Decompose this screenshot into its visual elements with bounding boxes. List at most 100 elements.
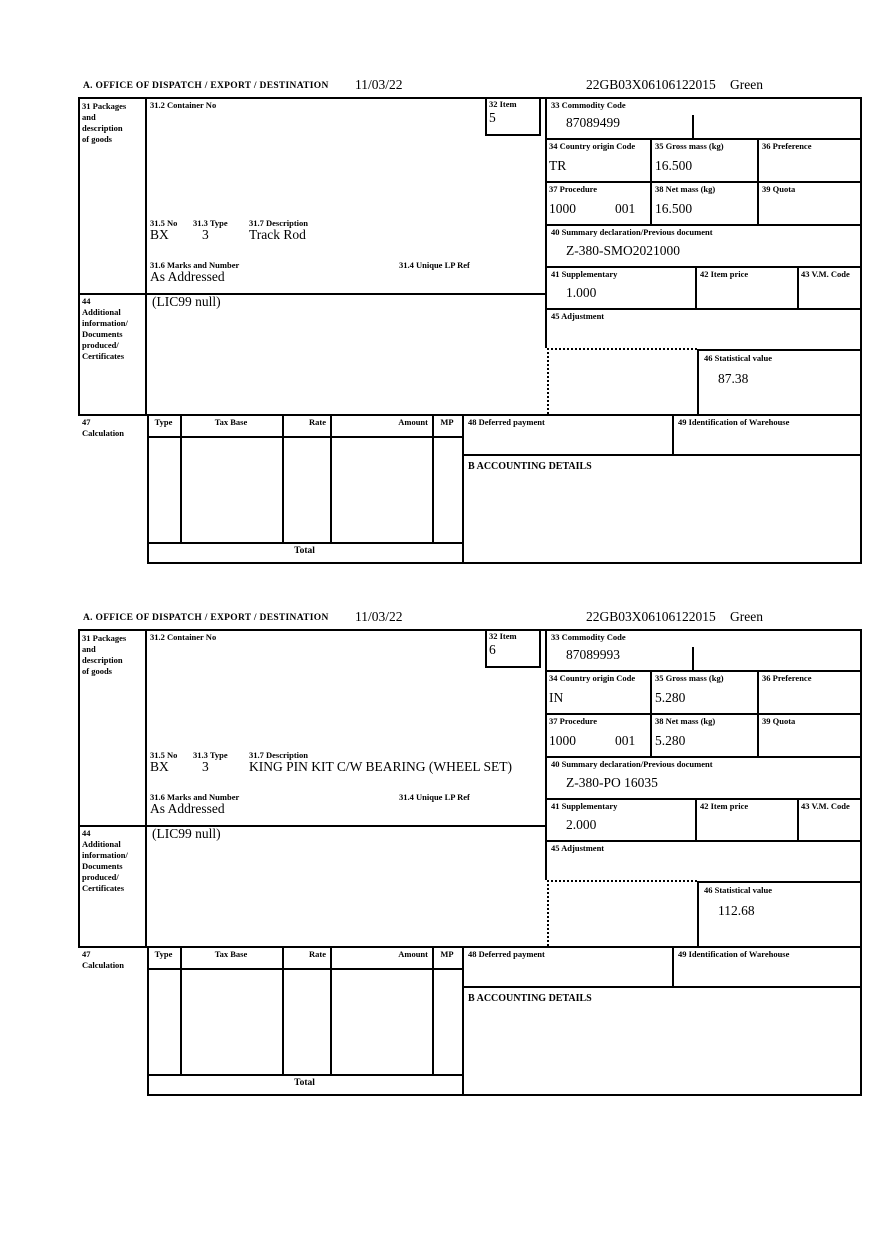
divider	[147, 968, 462, 970]
additional-information: (LIC99 null)	[152, 294, 221, 309]
box-47-label: Calculation	[82, 428, 125, 438]
divider	[147, 1074, 462, 1076]
vm-code-label: 43 V.M. Code	[801, 269, 850, 279]
divider	[672, 946, 674, 986]
divider	[330, 946, 332, 1074]
divider	[545, 629, 547, 880]
divider	[282, 946, 284, 1074]
divider	[692, 647, 694, 670]
previous-document: Z-380-PO 16035	[566, 775, 658, 790]
box-44-label: information/	[82, 850, 128, 860]
item-number: 6	[489, 642, 496, 657]
procedure-code: 1000	[549, 733, 576, 748]
warehouse-id-label: 49 Identification of Warehouse	[678, 417, 790, 427]
divider	[697, 881, 699, 946]
country-origin-label: 34 Country origin Code	[549, 673, 636, 683]
section-a-title: A. OFFICE OF DISPATCH / EXPORT / DESTINA…	[83, 613, 329, 623]
box-44-label: 44	[82, 296, 91, 306]
divider	[545, 138, 862, 140]
divider	[78, 629, 862, 631]
divider	[545, 97, 547, 348]
divider	[330, 414, 332, 542]
calc-header-mp: MP	[440, 949, 454, 959]
gross-mass: 16.500	[655, 158, 693, 173]
net-mass: 16.500	[655, 201, 693, 216]
divider	[78, 946, 862, 948]
box-32-item	[485, 97, 541, 136]
box-47-label: 47	[82, 949, 91, 959]
box-31-label: and	[82, 112, 96, 122]
box-44-label: Certificates	[82, 883, 125, 893]
divider	[147, 414, 149, 562]
divider	[697, 349, 862, 351]
divider	[78, 97, 862, 99]
commodity-code-label: 33 Commodity Code	[551, 632, 626, 642]
routing-indicator: Green	[730, 609, 763, 624]
divider	[180, 414, 182, 542]
deferred-payment-label: 48 Deferred payment	[468, 949, 545, 959]
divider	[145, 97, 147, 414]
warehouse-id-label: 49 Identification of Warehouse	[678, 949, 790, 959]
divider	[860, 97, 862, 562]
box-44-label: Documents	[82, 329, 123, 339]
box-44-label: 44	[82, 828, 91, 838]
item-label: 32 Item	[489, 631, 517, 641]
divider	[147, 946, 149, 1094]
marks-label: 31.6 Marks and Number	[150, 260, 240, 270]
adjustment-label: 45 Adjustment	[551, 311, 605, 321]
net-mass: 5.280	[655, 733, 686, 748]
divider	[695, 798, 697, 840]
divider	[672, 414, 674, 454]
pkg-description-label: 31.7 Description	[249, 218, 309, 228]
box-44-label: information/	[82, 318, 128, 328]
item-label: 32 Item	[489, 99, 517, 109]
mrn: 22GB03X06106122015	[586, 77, 716, 92]
gross-mass-label: 35 Gross mass (kg)	[655, 673, 724, 683]
routing-indicator: Green	[730, 77, 763, 92]
procedure-code: 1000	[549, 201, 576, 216]
procedure-suffix: 001	[615, 201, 636, 216]
divider	[545, 756, 862, 758]
dotted-divider	[547, 880, 549, 946]
item-number: 5	[489, 110, 496, 125]
pkg-type-label: 31.3 Type	[193, 218, 228, 228]
divider	[432, 414, 434, 542]
accounting-details-label: B ACCOUNTING DETAILS	[468, 993, 592, 1004]
divider	[545, 670, 862, 672]
vm-code-label: 43 V.M. Code	[801, 801, 850, 811]
marks-value: As Addressed	[150, 269, 225, 284]
declaration-date: 11/03/22	[355, 77, 403, 92]
divider	[545, 308, 862, 310]
box-31-label: description	[82, 123, 123, 133]
divider	[692, 115, 694, 138]
divider	[147, 542, 462, 544]
unique-lp-ref-label: 31.4 Unique LP Ref	[399, 260, 470, 270]
item-price-label: 42 Item price	[700, 269, 749, 279]
calc-header-type: Type	[154, 949, 173, 959]
divider	[697, 881, 862, 883]
supplementary-units: 1.000	[566, 285, 597, 300]
pkg-no-label: 31.5 No	[150, 218, 178, 228]
divider	[545, 181, 862, 183]
box-44-label: produced/	[82, 340, 119, 350]
calc-header-rate: Rate	[309, 417, 326, 427]
unique-lp-ref-label: 31.4 Unique LP Ref	[399, 792, 470, 802]
marks-value: As Addressed	[150, 801, 225, 816]
package-no: BX	[150, 227, 169, 242]
container-no-label: 31.2 Container No	[150, 632, 217, 642]
commodity-code: 87089499	[566, 115, 620, 130]
commodity-code-label: 33 Commodity Code	[551, 100, 626, 110]
divider	[282, 414, 284, 542]
box-31-label: of goods	[82, 666, 112, 676]
box-47-label: Calculation	[82, 960, 125, 970]
additional-information: (LIC99 null)	[152, 826, 221, 841]
package-type: 3	[202, 759, 209, 774]
package-no: BX	[150, 759, 169, 774]
divider	[545, 713, 862, 715]
container-no-label: 31.2 Container No	[150, 100, 217, 110]
dotted-divider	[547, 880, 697, 882]
divider	[462, 454, 862, 456]
section-a-title: A. OFFICE OF DISPATCH / EXPORT / DESTINA…	[83, 81, 329, 91]
previous-document: Z-380-SMO2021000	[566, 243, 680, 258]
pkg-no-label: 31.5 No	[150, 750, 178, 760]
